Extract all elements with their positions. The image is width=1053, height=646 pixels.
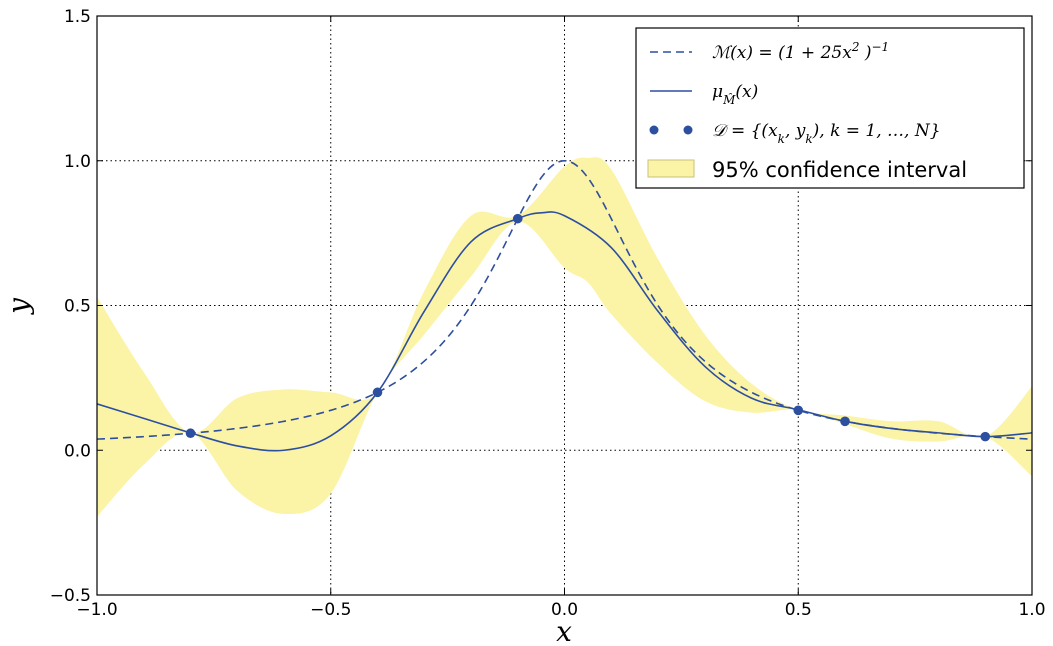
legend-swatch-band bbox=[647, 159, 695, 178]
legend-label-band: 95% confidence interval bbox=[712, 158, 967, 182]
x-tick-label: −0.5 bbox=[310, 600, 351, 620]
y-tick-label: 0.5 bbox=[64, 297, 91, 317]
legend-swatch-point-2 bbox=[683, 125, 693, 135]
legend-label-true-function: ℳ(x) = (1 + 25x2 )−1 bbox=[712, 40, 889, 63]
data-point bbox=[840, 416, 850, 427]
y-tick-label: 0.0 bbox=[64, 441, 91, 461]
legend-box bbox=[635, 27, 1025, 189]
data-point bbox=[980, 431, 991, 442]
legend-swatch-point-1 bbox=[649, 125, 659, 135]
data-point bbox=[185, 428, 196, 439]
x-tick-label: 1.0 bbox=[1018, 600, 1045, 620]
legend: ℳ(x) = (1 + 25x2 )−1 μM̂(x) 𝒟 = {(xk, yk… bbox=[635, 27, 1025, 189]
data-point bbox=[372, 387, 383, 398]
posterior-mean-line bbox=[97, 211, 1032, 452]
legend-label-data: 𝒟 = {(xk, yk), k = 1, …, N} bbox=[712, 121, 941, 146]
y-tick-label: 1.0 bbox=[64, 152, 91, 172]
data-point bbox=[793, 405, 804, 416]
data-points bbox=[185, 213, 991, 442]
y-axis-label: y bbox=[2, 297, 35, 316]
x-tick-label: 0.0 bbox=[551, 600, 578, 620]
y-tick-label: −0.5 bbox=[50, 586, 91, 606]
true-function-line bbox=[97, 159, 1032, 440]
y-tick-label: 1.5 bbox=[64, 7, 91, 27]
legend-label-mean: μM̂(x) bbox=[712, 82, 758, 107]
confidence-band bbox=[97, 157, 1032, 517]
axis-ticks: −1.0 −0.5 0.0 0.5 1.0−0.50.00.51.01.5 bbox=[50, 7, 1046, 620]
data-point bbox=[512, 213, 523, 224]
x-tick-label: −1.0 bbox=[76, 600, 117, 620]
x-tick-label: 0.5 bbox=[785, 600, 812, 620]
x-axis-label: x bbox=[556, 615, 572, 646]
